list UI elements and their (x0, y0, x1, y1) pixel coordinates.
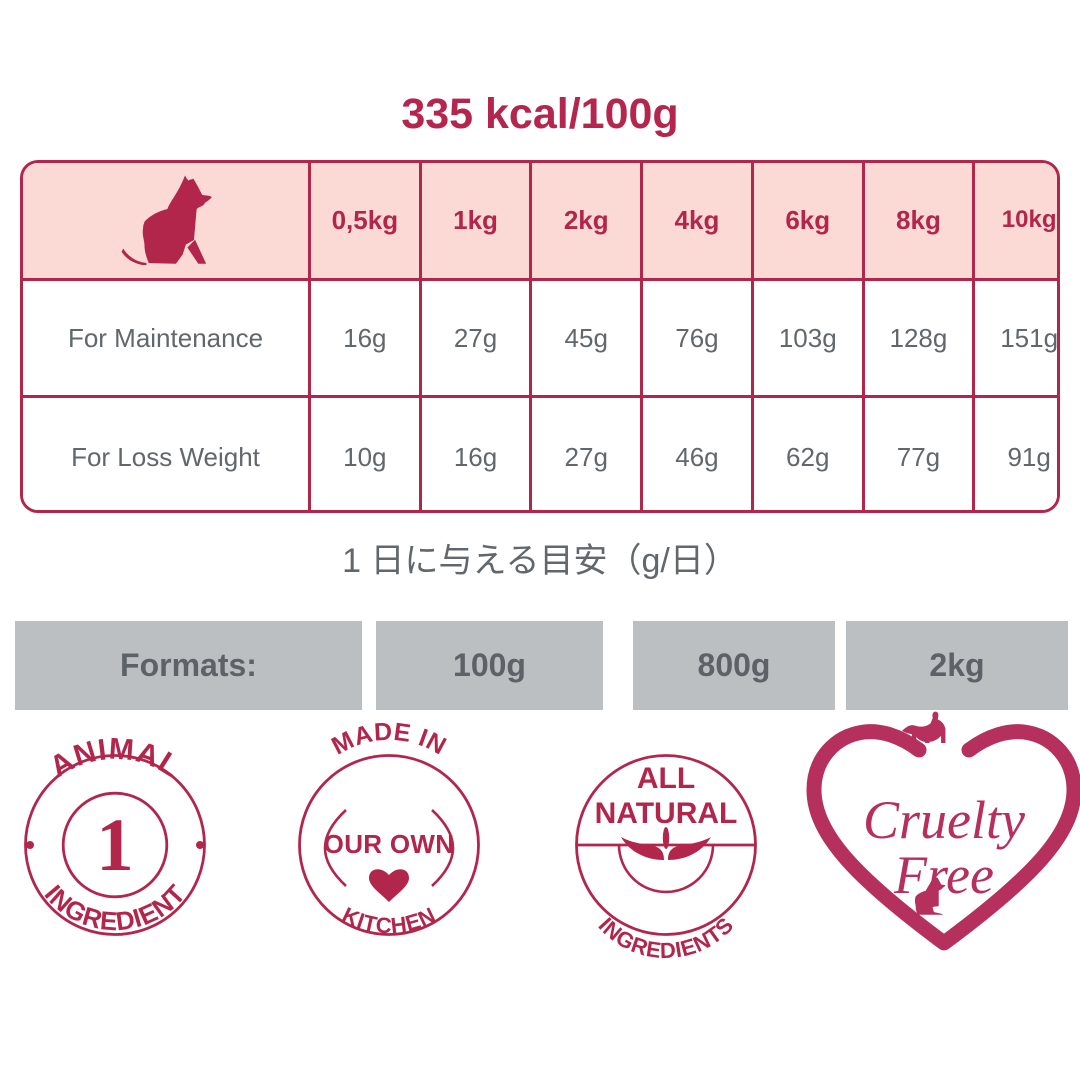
svg-text:ANIMAL: ANIMAL (44, 732, 186, 784)
svg-text:1: 1 (96, 804, 134, 887)
svg-text:Free: Free (893, 845, 994, 905)
svg-text:NATURAL: NATURAL (595, 797, 738, 830)
svg-text:OUR OWN: OUR OWN (324, 829, 455, 859)
svg-text:INGREDIENT: INGREDIENT (39, 879, 192, 937)
svg-text:INGREDIENTS: INGREDIENTS (594, 912, 739, 963)
svg-text:ALL: ALL (637, 762, 695, 795)
svg-text:KITCHEN: KITCHEN (338, 902, 439, 938)
svg-text:Cruelty: Cruelty (863, 790, 1025, 850)
